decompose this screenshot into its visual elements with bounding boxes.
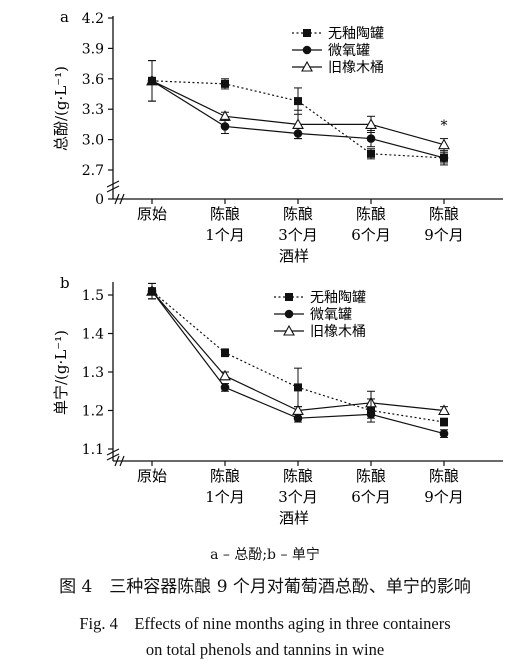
data-point-square — [221, 348, 229, 357]
y-tick-label: 2.7 — [82, 163, 104, 179]
legend-label: 旧橡木桶 — [328, 60, 384, 76]
data-point-square — [148, 76, 156, 85]
y-tick-label: 1.5 — [82, 288, 104, 304]
legend-label: 旧橡木桶 — [310, 324, 366, 340]
x-tick-label: 3个月 — [278, 488, 318, 506]
data-point-square — [440, 153, 448, 162]
data-point-square — [221, 79, 229, 88]
x-axis-label: 酒样 — [279, 509, 309, 527]
y-tick-label: 1.4 — [82, 327, 104, 343]
x-tick-label: 原始 — [137, 205, 167, 223]
y-tick-label: 1.3 — [82, 365, 104, 381]
x-tick-label: 9个月 — [424, 488, 464, 506]
data-point-square — [294, 383, 302, 392]
y-tick-label: 3.9 — [82, 41, 104, 57]
y-axis-break-mark — [106, 448, 120, 461]
y-tick-label: 3.6 — [82, 72, 104, 88]
x-tick-label: 陈酿 — [429, 205, 459, 223]
legend-marker-triangle — [301, 60, 313, 72]
legend-marker-square — [285, 293, 293, 301]
data-point-circle — [293, 413, 303, 423]
y-tick-label: 0 — [95, 192, 104, 208]
figure-caption-en-line1: Fig. 4 Effects of nine months aging in t… — [79, 614, 451, 633]
significance-annotation: * — [441, 118, 448, 134]
x-tick-label: 9个月 — [424, 226, 464, 244]
x-tick-label: 6个月 — [351, 488, 391, 506]
panel-label: b — [60, 274, 70, 292]
legend-marker-triangle — [283, 324, 295, 336]
chart-panel-a: 0 2.7 3.0 3.3 3.6 3.9 4.2 原始 陈酿 1个月 陈酿 3个月 陈酿 6个月 陈酿 9个… — [52, 8, 503, 265]
data-point-circle — [439, 429, 449, 438]
data-point-circle — [220, 122, 230, 131]
data-point-square — [294, 97, 302, 106]
data-point-square — [367, 406, 375, 415]
x-axis-break-mark — [114, 193, 125, 205]
data-point-square — [367, 149, 375, 158]
y-tick-label: 3.3 — [82, 102, 104, 118]
figure-caption-zh: 图 4 三种容器陈酿 9 个月对葡萄酒总酚、单宁的影响 — [59, 577, 471, 597]
x-tick-label: 陈酿 — [210, 467, 240, 485]
data-point-triangle — [438, 404, 450, 416]
panel-label: a — [60, 8, 69, 26]
x-tick-label: 3个月 — [278, 226, 318, 244]
x-tick-label: 陈酿 — [356, 467, 386, 485]
y-axis-label: 总酚/(g·L⁻¹) — [52, 66, 70, 151]
x-axis-label: 酒样 — [279, 247, 309, 265]
figure-subcaption: a – 总酚;b – 单宁 — [210, 547, 320, 563]
x-tick-label: 陈酿 — [283, 205, 313, 223]
x-axis-break-mark — [114, 455, 125, 467]
x-tick-label: 1个月 — [205, 488, 245, 506]
x-tick-label: 陈酿 — [283, 467, 313, 485]
x-tick-label: 陈酿 — [429, 467, 459, 485]
figure-caption-en-line2: on total phenols and tannins in wine — [145, 640, 385, 659]
data-point-square — [148, 287, 156, 296]
y-tick-label: 1.2 — [82, 404, 104, 420]
x-tick-label: 陈酿 — [356, 205, 386, 223]
legend-marker-circle — [302, 45, 312, 55]
y-tick-label: 1.1 — [82, 442, 104, 458]
data-point-triangle — [219, 369, 231, 381]
legend-label: 无釉陶罐 — [310, 290, 366, 306]
legend-marker-square — [303, 29, 311, 37]
data-point-triangle — [438, 138, 450, 150]
y-axis-break-mark — [106, 180, 120, 193]
data-point-circle — [220, 383, 230, 392]
data-point-square — [440, 418, 448, 427]
x-tick-label: 6个月 — [351, 226, 391, 244]
x-tick-label: 原始 — [137, 467, 167, 485]
y-axis-label: 单宁/(g·L⁻¹) — [52, 330, 70, 415]
legend-label: 微氧罐 — [328, 43, 370, 59]
series-line-square — [151, 80, 445, 159]
data-point-circle — [366, 134, 376, 143]
x-tick-label: 陈酿 — [210, 205, 240, 223]
x-tick-label: 1个月 — [205, 226, 245, 244]
legend-label: 微氧罐 — [310, 307, 352, 323]
y-tick-label: 4.2 — [82, 11, 104, 27]
data-point-triangle — [365, 118, 377, 129]
data-point-circle — [293, 129, 303, 138]
y-tick-label: 3.0 — [82, 133, 104, 149]
legend-label: 无釉陶罐 — [328, 26, 384, 42]
legend-marker-circle — [284, 309, 294, 319]
